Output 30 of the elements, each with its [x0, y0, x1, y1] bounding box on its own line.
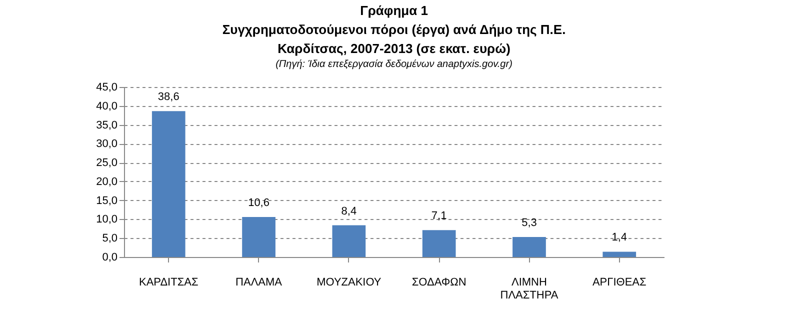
data-label: 8,4 [341, 205, 357, 218]
y-tick-label: 15,0 [96, 194, 118, 207]
bar [332, 225, 366, 257]
bar [242, 216, 276, 257]
x-tick-label: ΚΑΡΔΙΤΣΑΣ [138, 276, 198, 288]
chart-subtitle: (Πηγή: Ίδια επεξεργασία δεδομένων anaptyxis.gov.gr) [276, 59, 512, 70]
y-tick-label: 40,0 [96, 100, 118, 112]
x-tick-label: ΣΟΔΑΦΩΝ [412, 276, 466, 288]
data-label: 10,6 [248, 196, 270, 209]
data-label: 1,4 [612, 232, 628, 244]
y-tick-label: 5,0 [102, 232, 118, 245]
bar [602, 252, 636, 257]
x-tick-label: ΑΡΓΙΘΕΑΣ [592, 276, 646, 288]
data-label: 38,6 [158, 91, 180, 104]
data-label: 5,3 [522, 216, 537, 229]
x-tick-label: ΜΟΥΖΑΚΙΟΥ [316, 276, 382, 288]
y-tick-label: 30,0 [96, 138, 118, 150]
y-tick-label: 20,0 [96, 176, 118, 188]
y-tick-label: 45,0 [96, 82, 118, 94]
x-tick-label: ΛΙΜΝΗ ΠΛΑΣΤΗΡΑ [500, 276, 559, 302]
chart-title: Γράφημα 1 Συγχρηματοδοτούμενοι πόροι (έργα) ανά Δήμο της Π.Ε. Καρδίτσας, 2007-2013 (σε εκατ. ευρώ) [222, 3, 566, 56]
bar [422, 230, 456, 257]
y-tick-label: 35,0 [96, 119, 118, 132]
data-label: 7,1 [431, 210, 447, 222]
x-tick-label: ΠΑΛΑΜΑ [236, 276, 283, 288]
bar [152, 111, 186, 257]
y-tick-label: 25,0 [96, 157, 118, 170]
bar [512, 236, 546, 257]
y-tick-label: 10,0 [96, 214, 118, 226]
y-tick-label: 0,0 [102, 252, 118, 264]
